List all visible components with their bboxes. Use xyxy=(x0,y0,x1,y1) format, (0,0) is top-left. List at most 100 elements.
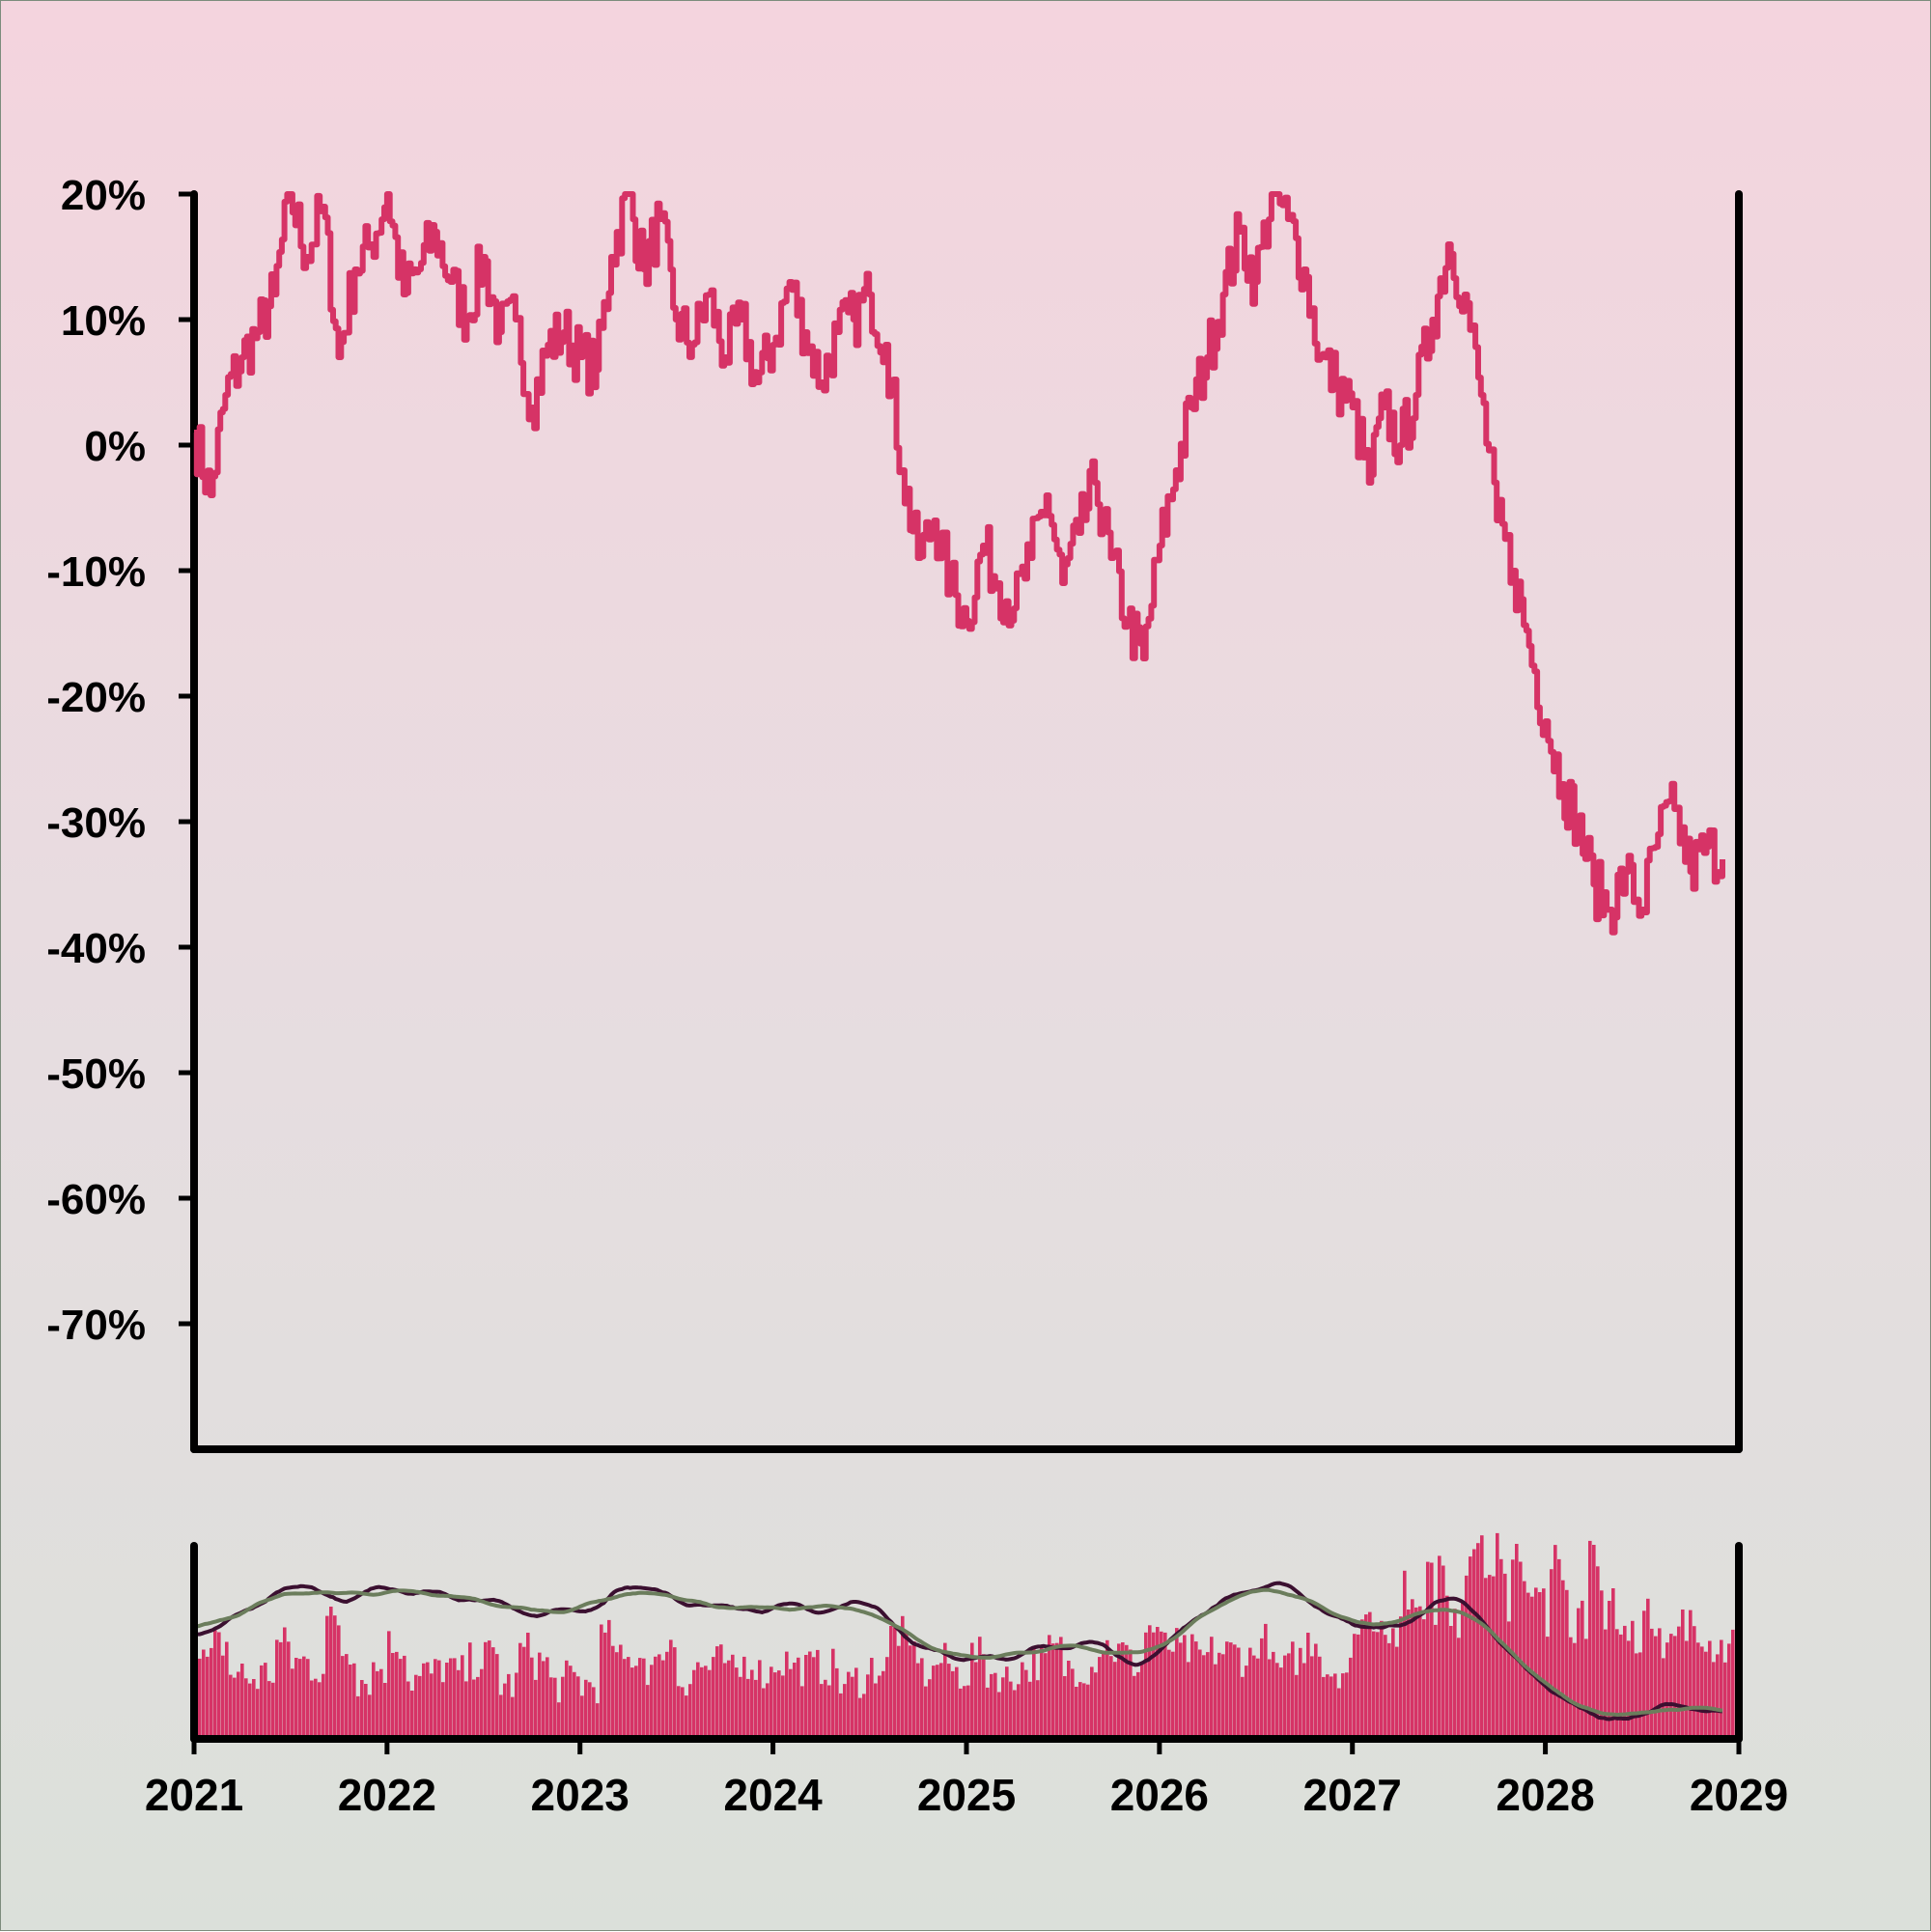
volume-bar xyxy=(858,1697,862,1739)
volume-bar xyxy=(1727,1643,1731,1739)
volume-bar xyxy=(1040,1645,1044,1739)
volume-bar xyxy=(1299,1647,1302,1739)
volume-bar xyxy=(1233,1644,1237,1739)
volume-bar xyxy=(322,1673,325,1739)
volume-bar xyxy=(1515,1544,1519,1739)
volume-bar xyxy=(766,1683,770,1739)
volume-bar xyxy=(1457,1638,1461,1739)
volume-bar xyxy=(1206,1652,1210,1739)
volume-bar xyxy=(198,1658,202,1739)
volume-bar xyxy=(600,1624,603,1739)
volume-bar xyxy=(1689,1610,1693,1739)
volume-bar xyxy=(472,1679,476,1739)
volume-bar xyxy=(1418,1606,1422,1739)
volume-bar xyxy=(352,1663,356,1739)
volume-bar xyxy=(1341,1673,1345,1739)
volume-bar xyxy=(345,1654,349,1739)
volume-bar xyxy=(1248,1647,1252,1739)
volume-bar xyxy=(1635,1653,1638,1739)
volume-bar xyxy=(912,1641,916,1739)
volume-bar xyxy=(1326,1674,1329,1739)
volume-bar xyxy=(936,1665,939,1739)
volume-bar xyxy=(820,1684,824,1739)
volume-bar xyxy=(434,1659,437,1739)
volume-bar xyxy=(1731,1629,1735,1739)
volume-bar xyxy=(1098,1657,1102,1739)
volume-bar xyxy=(217,1632,221,1739)
volume-bar xyxy=(1152,1632,1156,1739)
volume-bar xyxy=(310,1680,314,1739)
volume-bar xyxy=(1287,1653,1291,1739)
volume-bar xyxy=(1028,1681,1032,1739)
volume-bar xyxy=(986,1687,990,1739)
volume-bar xyxy=(1723,1662,1727,1739)
volume-bar xyxy=(978,1637,982,1739)
volume-bar xyxy=(1318,1656,1322,1739)
volume-bar xyxy=(542,1661,546,1739)
volume-bar xyxy=(1650,1628,1654,1739)
volume-bar xyxy=(1519,1561,1523,1739)
y-tick-label: 0% xyxy=(84,423,146,470)
volume-bar xyxy=(677,1686,681,1739)
volume-bar xyxy=(302,1656,306,1739)
volume-bar xyxy=(1094,1672,1098,1739)
volume-bar xyxy=(1279,1667,1283,1739)
volume-bar xyxy=(669,1639,673,1739)
volume-bar xyxy=(831,1648,835,1739)
volume-bar xyxy=(1368,1611,1372,1739)
volume-bar xyxy=(410,1691,414,1739)
volume-bar xyxy=(1573,1642,1577,1739)
volume-bar xyxy=(827,1685,831,1739)
volume-bar xyxy=(1600,1590,1604,1739)
volume-bar xyxy=(1550,1569,1553,1739)
volume-bar xyxy=(1175,1628,1179,1739)
volume-bar xyxy=(1438,1555,1441,1739)
volume-bar xyxy=(1631,1620,1635,1739)
volume-bar xyxy=(1411,1599,1414,1739)
volume-bar xyxy=(538,1652,542,1739)
volume-bar xyxy=(333,1615,337,1739)
volume-bar xyxy=(1561,1580,1565,1739)
volume-bar xyxy=(1441,1565,1445,1739)
volume-bar xyxy=(1136,1671,1140,1739)
volume-bar xyxy=(665,1651,669,1739)
volume-bar xyxy=(1534,1587,1538,1739)
y-tick-label: -30% xyxy=(46,799,146,847)
volume-bar xyxy=(1005,1666,1009,1739)
volume-bar xyxy=(1642,1610,1646,1739)
y-tick-label: -60% xyxy=(46,1176,146,1223)
x-tick-label: 2026 xyxy=(1110,1770,1209,1820)
volume-bar xyxy=(596,1703,600,1739)
volume-bar xyxy=(349,1665,352,1739)
volume-bar xyxy=(565,1660,569,1739)
volume-bar xyxy=(1063,1676,1067,1739)
volume-bar xyxy=(1225,1641,1229,1739)
volume-bar xyxy=(1264,1623,1268,1739)
volume-bar xyxy=(1380,1620,1384,1739)
volume-bar xyxy=(1499,1558,1503,1739)
volume-bar xyxy=(719,1644,723,1739)
volume-bar xyxy=(630,1667,634,1739)
volume-bar xyxy=(1024,1669,1028,1739)
navigator-panel: 2021 2022 2023 2024 2025 2026 2027 2028 2029 xyxy=(145,1532,1788,1820)
volume-bar xyxy=(939,1663,943,1739)
volume-bar xyxy=(1391,1628,1395,1739)
volume-bar xyxy=(712,1657,715,1739)
volume-bar xyxy=(1376,1632,1380,1739)
volume-bar xyxy=(735,1667,739,1739)
volume-bar xyxy=(1009,1681,1013,1739)
volume-bar xyxy=(1082,1683,1086,1739)
volume-bar xyxy=(507,1673,511,1739)
volume-bar xyxy=(453,1658,457,1739)
volume-bar xyxy=(982,1654,986,1739)
volume-bar xyxy=(1001,1677,1005,1739)
volume-bar xyxy=(1565,1589,1569,1739)
volume-bar xyxy=(1426,1561,1430,1739)
volume-bar xyxy=(1051,1643,1055,1739)
volume-bar xyxy=(1140,1662,1144,1739)
volume-bar xyxy=(627,1657,630,1739)
volume-bar xyxy=(607,1619,611,1739)
volume-bar xyxy=(1013,1690,1017,1739)
volume-bar xyxy=(816,1649,820,1739)
volume-bar xyxy=(488,1640,491,1739)
